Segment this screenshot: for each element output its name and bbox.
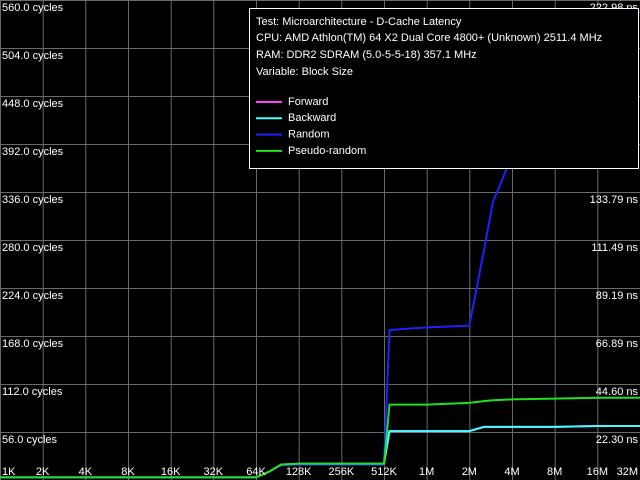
annotation: CPU: AMD Athlon(TM) 64 X2 Dual Core 4800… — [256, 32, 602, 44]
legend-box — [249, 8, 639, 169]
x-tick-label: 256K — [328, 466, 354, 478]
annotation: Variable: Block Size — [256, 66, 353, 78]
y-tick-label: 168.0 cycles — [2, 338, 64, 350]
x-tick-label: 32K — [204, 466, 224, 478]
x-tick-label: 4K — [79, 466, 93, 478]
y2-tick-label: 44.60 ns — [596, 386, 639, 398]
legend-label: Random — [288, 129, 330, 141]
x-tick-label: 1K — [2, 466, 16, 478]
y-tick-label: 336.0 cycles — [2, 194, 64, 206]
x-tick-label: 128K — [286, 466, 312, 478]
y-tick-label: 392.0 cycles — [2, 146, 64, 158]
x-tick-label: 32M — [617, 466, 638, 478]
series-line — [0, 425, 640, 479]
y-tick-label: 280.0 cycles — [2, 242, 64, 254]
y-tick-label: 56.0 cycles — [2, 434, 58, 446]
annotation: RAM: DDR2 SDRAM (5.0-5-5-18) 357.1 MHz — [256, 49, 477, 61]
y2-tick-label: 89.19 ns — [596, 290, 639, 302]
x-tick-label: 512K — [371, 466, 397, 478]
legend-label: Pseudo-random — [288, 145, 366, 157]
x-tick-label: 64K — [246, 466, 266, 478]
y-tick-label: 504.0 cycles — [2, 50, 64, 62]
x-tick-label: 16M — [587, 466, 608, 478]
y2-tick-label: 22.30 ns — [596, 434, 639, 446]
y-tick-label: 112.0 cycles — [2, 386, 63, 398]
legend-label: Forward — [288, 96, 328, 108]
y-tick-label: 224.0 cycles — [2, 290, 64, 302]
y2-tick-label: 66.89 ns — [596, 338, 639, 350]
x-tick-label: 8K — [121, 466, 135, 478]
series-line — [0, 425, 640, 479]
x-tick-label: 8M — [547, 466, 562, 478]
chart-title: Test: Microarchitecture - D-Cache Latenc… — [256, 16, 462, 28]
x-tick-label: 2M — [462, 466, 477, 478]
series-line — [0, 396, 640, 479]
y-tick-label: 560.0 cycles — [2, 2, 64, 14]
x-tick-label: 16K — [161, 466, 181, 478]
y2-tick-label: 133.79 ns — [590, 194, 639, 206]
y-tick-label: 448.0 cycles — [2, 98, 64, 110]
x-tick-label: 1M — [419, 466, 434, 478]
y2-tick-label: 111.49 ns — [591, 242, 638, 254]
legend-label: Backward — [288, 112, 336, 124]
x-tick-label: 2K — [36, 466, 50, 478]
x-tick-label: 4M — [504, 466, 519, 478]
